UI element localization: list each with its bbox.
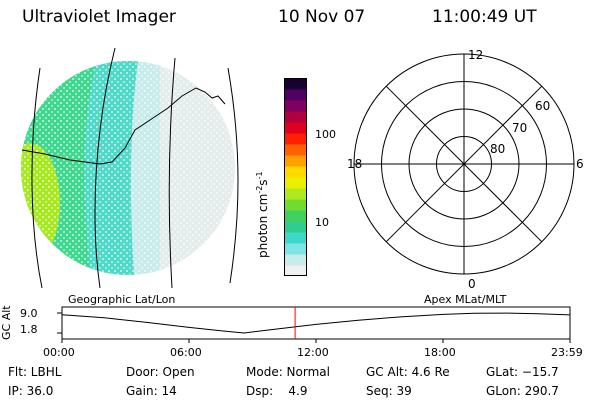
colorbar-segment — [284, 199, 307, 211]
colorbar-segment — [284, 210, 307, 222]
colorbar-segment — [284, 100, 307, 112]
lat-label-70: 70 — [512, 121, 527, 135]
mlt-line-diag-2 — [385, 85, 543, 243]
colorbar-segment — [284, 254, 307, 266]
colorbar-segment — [284, 221, 307, 233]
mode-info: Mode: Normal — [246, 365, 330, 379]
sequence-info: Seq: 39 — [366, 384, 412, 398]
colorbar-tick-100: 100 — [315, 128, 336, 142]
ip-info: IP: 36.0 — [8, 384, 54, 398]
coastline — [21, 87, 226, 165]
colorbar-segment — [284, 78, 307, 90]
altitude-trace — [61, 312, 571, 334]
gain-info: Gain: 14 — [126, 384, 177, 398]
filter-info: Flt: LBHL — [8, 365, 62, 379]
date-label: 10 Nov 07 — [278, 7, 366, 27]
colorbar-segment — [284, 111, 307, 123]
colorbar-segment — [284, 89, 307, 101]
apex-caption: Apex MLat/MLT — [424, 293, 507, 306]
altitude-ytick-min: 1.8 — [20, 323, 38, 336]
geo-lon-info: GLon: 290.7 — [486, 384, 559, 398]
colorbar-segment — [284, 243, 307, 255]
time-tick-1200: 12:00 — [297, 346, 329, 359]
colorbar-segment — [284, 177, 307, 189]
dsp-info: Dsp: 4.9 — [246, 384, 308, 398]
colorbar-segment — [284, 155, 307, 167]
colorbar-segment — [284, 144, 307, 156]
geographic-caption: Geographic Lat/Lon — [68, 293, 176, 306]
time-tick-0600: 06:00 — [170, 346, 202, 359]
time-label: 11:00:49 UT — [432, 7, 537, 27]
geo-lat-info: GLat: −15.7 — [486, 365, 559, 379]
mlt-label-left: 18 — [347, 157, 362, 171]
lat-label-60: 60 — [535, 99, 550, 113]
uv-emission-disc — [21, 61, 235, 275]
altitude-plot-frame — [61, 306, 571, 340]
door-info: Door: Open — [126, 365, 195, 379]
time-tick-1800: 18:00 — [424, 346, 456, 359]
mlt-label-top: 12 — [468, 48, 483, 62]
time-tick-2359: 23:59 — [551, 346, 583, 359]
colorbar — [284, 78, 307, 277]
polar-grid: 12 18 6 0 60 70 80 — [347, 48, 584, 290]
geographic-image — [21, 48, 239, 288]
colorbar-segment — [284, 122, 307, 134]
colorbar-tick-10: 10 — [315, 216, 329, 230]
time-tick-0000: 00:00 — [43, 346, 75, 359]
colorbar-unit-label: photon cm-2s-1 — [255, 171, 270, 258]
colorbar-segment — [284, 232, 307, 244]
colorbar-segment — [284, 188, 307, 200]
instrument-title: Ultraviolet Imager — [22, 7, 176, 27]
colorbar-segment — [284, 133, 307, 145]
mlt-label-right: 6 — [576, 157, 584, 171]
colorbar-segment — [284, 265, 307, 277]
altitude-ytick-max: 9.0 — [20, 307, 38, 320]
gc-altitude-info: GC Alt: 4.6 Re — [366, 365, 450, 379]
mlt-label-bottom: 0 — [468, 277, 476, 290]
longitude-lines — [31, 48, 239, 288]
lat-label-80: 80 — [490, 142, 505, 156]
colorbar-segment — [284, 166, 307, 178]
altitude-plot — [57, 306, 571, 343]
